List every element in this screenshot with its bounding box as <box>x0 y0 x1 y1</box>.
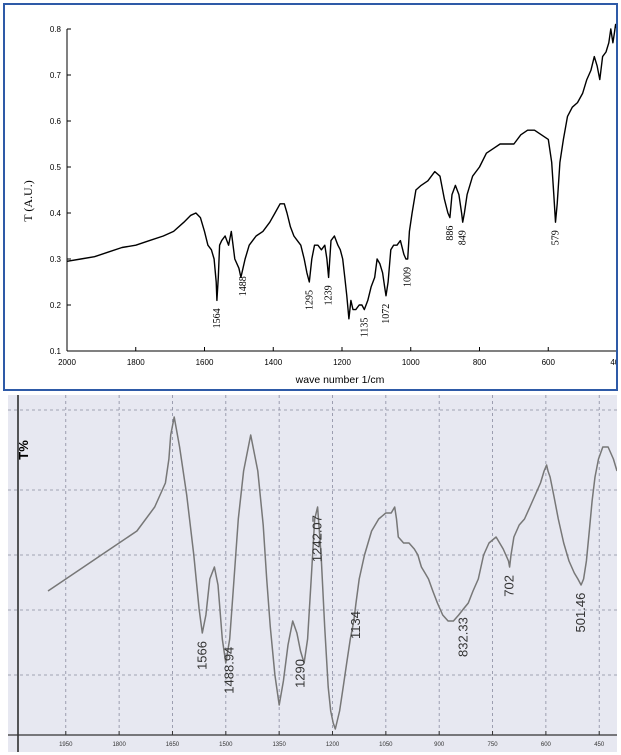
peak-label: 1488 <box>238 276 249 296</box>
spectrum-line <box>66 23 618 320</box>
x-tick-label: 1600 <box>196 358 214 367</box>
x-axis: 1950 1800 1650 1500 1350 1200 1050 900 750 600 450 <box>59 731 605 748</box>
y-tick-label: 0.6 <box>50 117 62 126</box>
x-tick-label: 600 <box>541 742 552 748</box>
top-ir-spectrum-panel: 0.1 0.2 0.3 0.4 0.5 0.6 0.7 0.8 2000 1800 1600 140… <box>3 3 621 391</box>
y-tick-label: 0.1 <box>50 347 62 356</box>
y-tick-label: 0.3 <box>50 255 62 264</box>
peak-label: 1488.94 <box>222 647 237 694</box>
x-tick-label: 1050 <box>379 742 393 748</box>
peak-label: 1564 <box>212 308 223 328</box>
y-tick-label: 0.7 <box>50 71 62 80</box>
spectrum-series <box>47 416 617 730</box>
bottom-ir-spectrum-scan: 1950 1800 1650 1500 1350 1200 1050 900 750 600 450… <box>8 395 617 752</box>
peak-label: 1135 <box>359 318 370 338</box>
x-tick-label: 1800 <box>112 742 126 748</box>
top-ir-spectrum-chart: 0.1 0.2 0.3 0.4 0.5 0.6 0.7 0.8 2000 1800 1600 140… <box>21 23 621 386</box>
x-tick-label: 800 <box>473 358 487 367</box>
spectrum-series <box>66 23 618 320</box>
x-axis-title: wave number 1/cm <box>295 374 385 386</box>
y-tick-label: 0.8 <box>50 25 62 34</box>
bottom-ir-spectrum-chart: 1950 1800 1650 1500 1350 1200 1050 900 750 600 450… <box>8 395 617 752</box>
peak-label: 832.33 <box>455 617 470 657</box>
peak-label: 1009 <box>403 267 414 287</box>
x-tick-label: 2000 <box>58 358 76 367</box>
x-tick-label: 750 <box>488 742 499 748</box>
y-tick-label: 0.2 <box>50 301 62 310</box>
peak-annotations: 1566 1488.94 1290 1242.07 1134 832.33 702 501.4… <box>194 515 588 694</box>
peak-label: 1239 <box>324 285 335 305</box>
grid <box>8 395 617 752</box>
peak-annotations: 1564 1488 1295 1239 1135 1072 1009 886 849 579 <box>212 226 562 338</box>
x-tick-label: 1200 <box>326 742 340 748</box>
peak-label: 1290 <box>293 659 308 688</box>
y-axis-title: T% <box>16 440 31 460</box>
peak-label: 1134 <box>348 611 363 639</box>
peak-label: 1566 <box>194 641 209 670</box>
x-tick-label: 1650 <box>166 742 180 748</box>
x-tick-label: 1400 <box>264 358 282 367</box>
y-tick-label: 0.4 <box>50 209 62 218</box>
x-tick-label: 1200 <box>333 358 351 367</box>
x-tick-label: 1950 <box>59 742 73 748</box>
peak-label: 1295 <box>304 290 315 310</box>
x-tick-label: 900 <box>434 742 445 748</box>
y-axis-title: T (A.U.) <box>21 180 35 221</box>
peak-label: 579 <box>551 230 562 245</box>
x-tick-label: 1350 <box>272 742 286 748</box>
y-axis: 0.1 0.2 0.3 0.4 0.5 0.6 0.7 0.8 <box>50 25 71 356</box>
peak-label: 501.46 <box>573 593 588 633</box>
peak-label: 849 <box>458 230 469 245</box>
plot-area <box>66 29 617 352</box>
x-tick-label: 400 <box>610 358 616 367</box>
x-tick-label: 1500 <box>219 742 233 748</box>
x-tick-label: 600 <box>542 358 556 367</box>
spectrum-line <box>47 416 617 730</box>
peak-label: 886 <box>445 226 456 241</box>
peak-label: 1242.07 <box>310 515 325 562</box>
x-axis: 2000 1800 1600 1400 1200 1000 800 600 400 <box>58 347 621 367</box>
x-tick-label: 450 <box>594 742 605 748</box>
x-tick-label: 1800 <box>127 358 145 367</box>
peak-label: 702 <box>502 575 517 597</box>
y-tick-label: 0.5 <box>50 163 62 172</box>
x-tick-label: 1000 <box>402 358 420 367</box>
peak-label: 1072 <box>381 304 392 324</box>
